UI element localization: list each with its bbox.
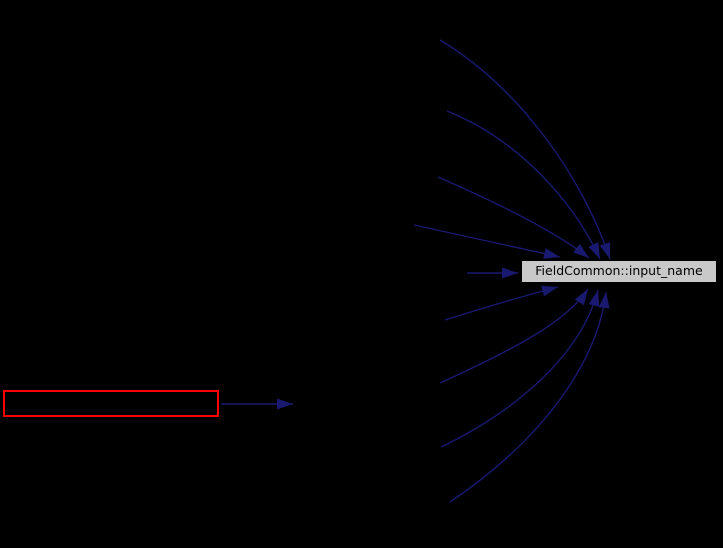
node-truncated-caller[interactable] [3,390,219,417]
call-edge-7 [439,288,589,384]
call-edge-2 [446,110,601,260]
call-edge-8 [440,289,600,448]
call-edge-1 [439,39,611,260]
node-fieldcommon-input-name[interactable]: FieldCommon::input_name [521,260,717,283]
call-edge-4 [413,224,561,259]
call-edge-6 [444,285,559,321]
call-edge-9 [449,291,610,503]
call-edge-3 [437,176,590,259]
